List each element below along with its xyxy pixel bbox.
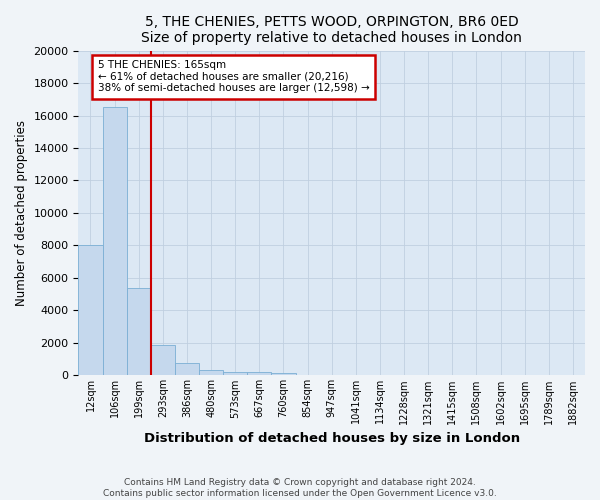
Bar <box>271 373 296 376</box>
Bar <box>79 244 103 376</box>
Bar <box>103 108 127 376</box>
Bar <box>247 372 271 376</box>
Title: 5, THE CHENIES, PETTS WOOD, ORPINGTON, BR6 0ED
Size of property relative to deta: 5, THE CHENIES, PETTS WOOD, ORPINGTON, B… <box>141 15 522 45</box>
Bar <box>127 288 151 376</box>
Y-axis label: Number of detached properties: Number of detached properties <box>15 120 28 306</box>
X-axis label: Distribution of detached houses by size in London: Distribution of detached houses by size … <box>143 432 520 445</box>
Bar <box>175 363 199 376</box>
Text: Contains HM Land Registry data © Crown copyright and database right 2024.
Contai: Contains HM Land Registry data © Crown c… <box>103 478 497 498</box>
Bar <box>199 370 223 376</box>
Bar <box>223 372 247 376</box>
Bar <box>151 346 175 376</box>
Text: 5 THE CHENIES: 165sqm
← 61% of detached houses are smaller (20,216)
38% of semi-: 5 THE CHENIES: 165sqm ← 61% of detached … <box>98 60 370 94</box>
